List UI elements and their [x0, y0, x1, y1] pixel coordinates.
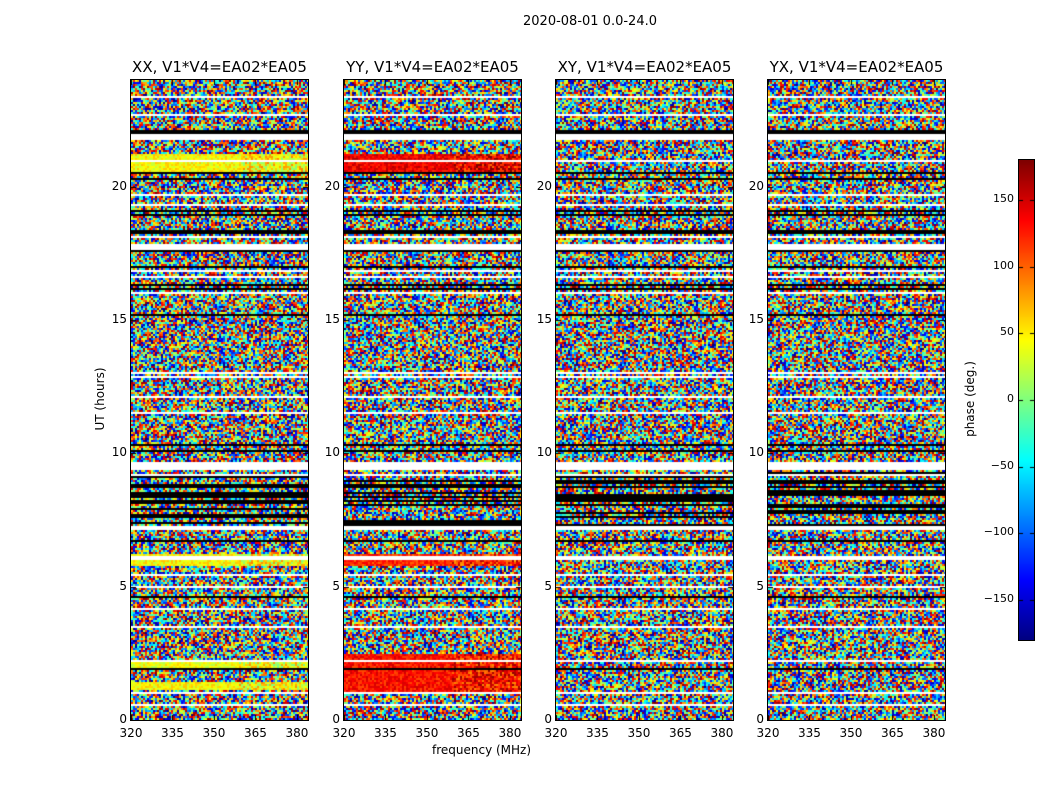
panel-title: YX, V1*V4=EA02*EA05: [769, 58, 944, 76]
y-tick-label: 15: [536, 312, 552, 326]
x-tick-label: 335: [586, 726, 609, 740]
y-tick-label: 5: [332, 578, 340, 593]
colorbar-tick-label: 100: [993, 258, 1014, 272]
x-tick-label: 320: [119, 726, 143, 740]
x-tick-label: 320: [544, 726, 568, 740]
x-tick-label: 335: [374, 726, 397, 740]
y-tick-label: 10: [536, 445, 552, 460]
figure-title: 2020-08-01 0.0-24.0: [523, 14, 657, 29]
y-tick-label: 10: [324, 445, 340, 460]
y-tick-label: 15: [111, 312, 127, 326]
x-tick-label: 365: [881, 726, 904, 740]
y-tick-label: 10: [748, 445, 764, 460]
y-tick-label: 20: [111, 178, 127, 193]
x-tick-label: 380: [498, 726, 522, 740]
x-tick-label: 335: [161, 726, 184, 740]
y-tick-label: 5: [544, 578, 552, 593]
panel-title: YY, V1*V4=EA02*EA05: [346, 58, 519, 76]
colorbar-tick-label: 50: [1000, 325, 1014, 339]
x-tick-label: 365: [669, 726, 692, 740]
y-tick-label: 20: [536, 178, 552, 193]
y-tick-label: 15: [324, 312, 340, 326]
heatmap-panel-4: [767, 79, 946, 721]
y-tick-label: 0: [756, 712, 764, 726]
y-tick-label: 0: [332, 712, 340, 726]
colorbar: [1018, 159, 1035, 641]
x-tick-label: 320: [332, 726, 356, 740]
y-tick-label: 15: [748, 312, 764, 326]
y-tick-label: 5: [756, 578, 764, 593]
x-tick-label: 365: [457, 726, 480, 740]
colorbar-tick-label: −150: [983, 592, 1014, 605]
y-tick-label: 10: [111, 445, 127, 460]
colorbar-tick-label: 150: [993, 192, 1014, 205]
y-axis-label: UT (hours): [93, 367, 107, 431]
x-tick-label: 335: [798, 726, 821, 740]
y-tick-label: 20: [324, 178, 340, 193]
heatmap-panel-1: [130, 79, 309, 721]
x-tick-label: 350: [627, 726, 651, 740]
heatmap-panel-3: [555, 79, 734, 721]
x-tick-label: 380: [922, 726, 946, 740]
heatmap-panel-2: [343, 79, 522, 721]
x-tick-label: 365: [244, 726, 267, 740]
x-tick-label: 380: [285, 726, 309, 740]
colorbar-tick-label: −50: [990, 458, 1014, 472]
y-tick-label: 5: [119, 578, 127, 593]
x-axis-label: frequency (MHz): [432, 743, 532, 757]
colorbar-tick-label: 0: [1007, 392, 1014, 405]
x-tick-label: 350: [839, 726, 863, 740]
colorbar-label: phase (deg.): [963, 361, 977, 437]
x-tick-label: 350: [415, 726, 439, 740]
y-tick-label: 0: [119, 712, 127, 726]
colorbar-tick-label: −100: [983, 525, 1014, 539]
y-tick-label: 0: [544, 712, 552, 726]
x-tick-label: 320: [756, 726, 780, 740]
panel-title: XY, V1*V4=EA02*EA05: [557, 58, 732, 76]
x-tick-label: 350: [202, 726, 226, 740]
y-tick-label: 20: [748, 178, 764, 193]
panel-title: XX, V1*V4=EA02*EA05: [132, 58, 307, 76]
x-tick-label: 380: [710, 726, 734, 740]
